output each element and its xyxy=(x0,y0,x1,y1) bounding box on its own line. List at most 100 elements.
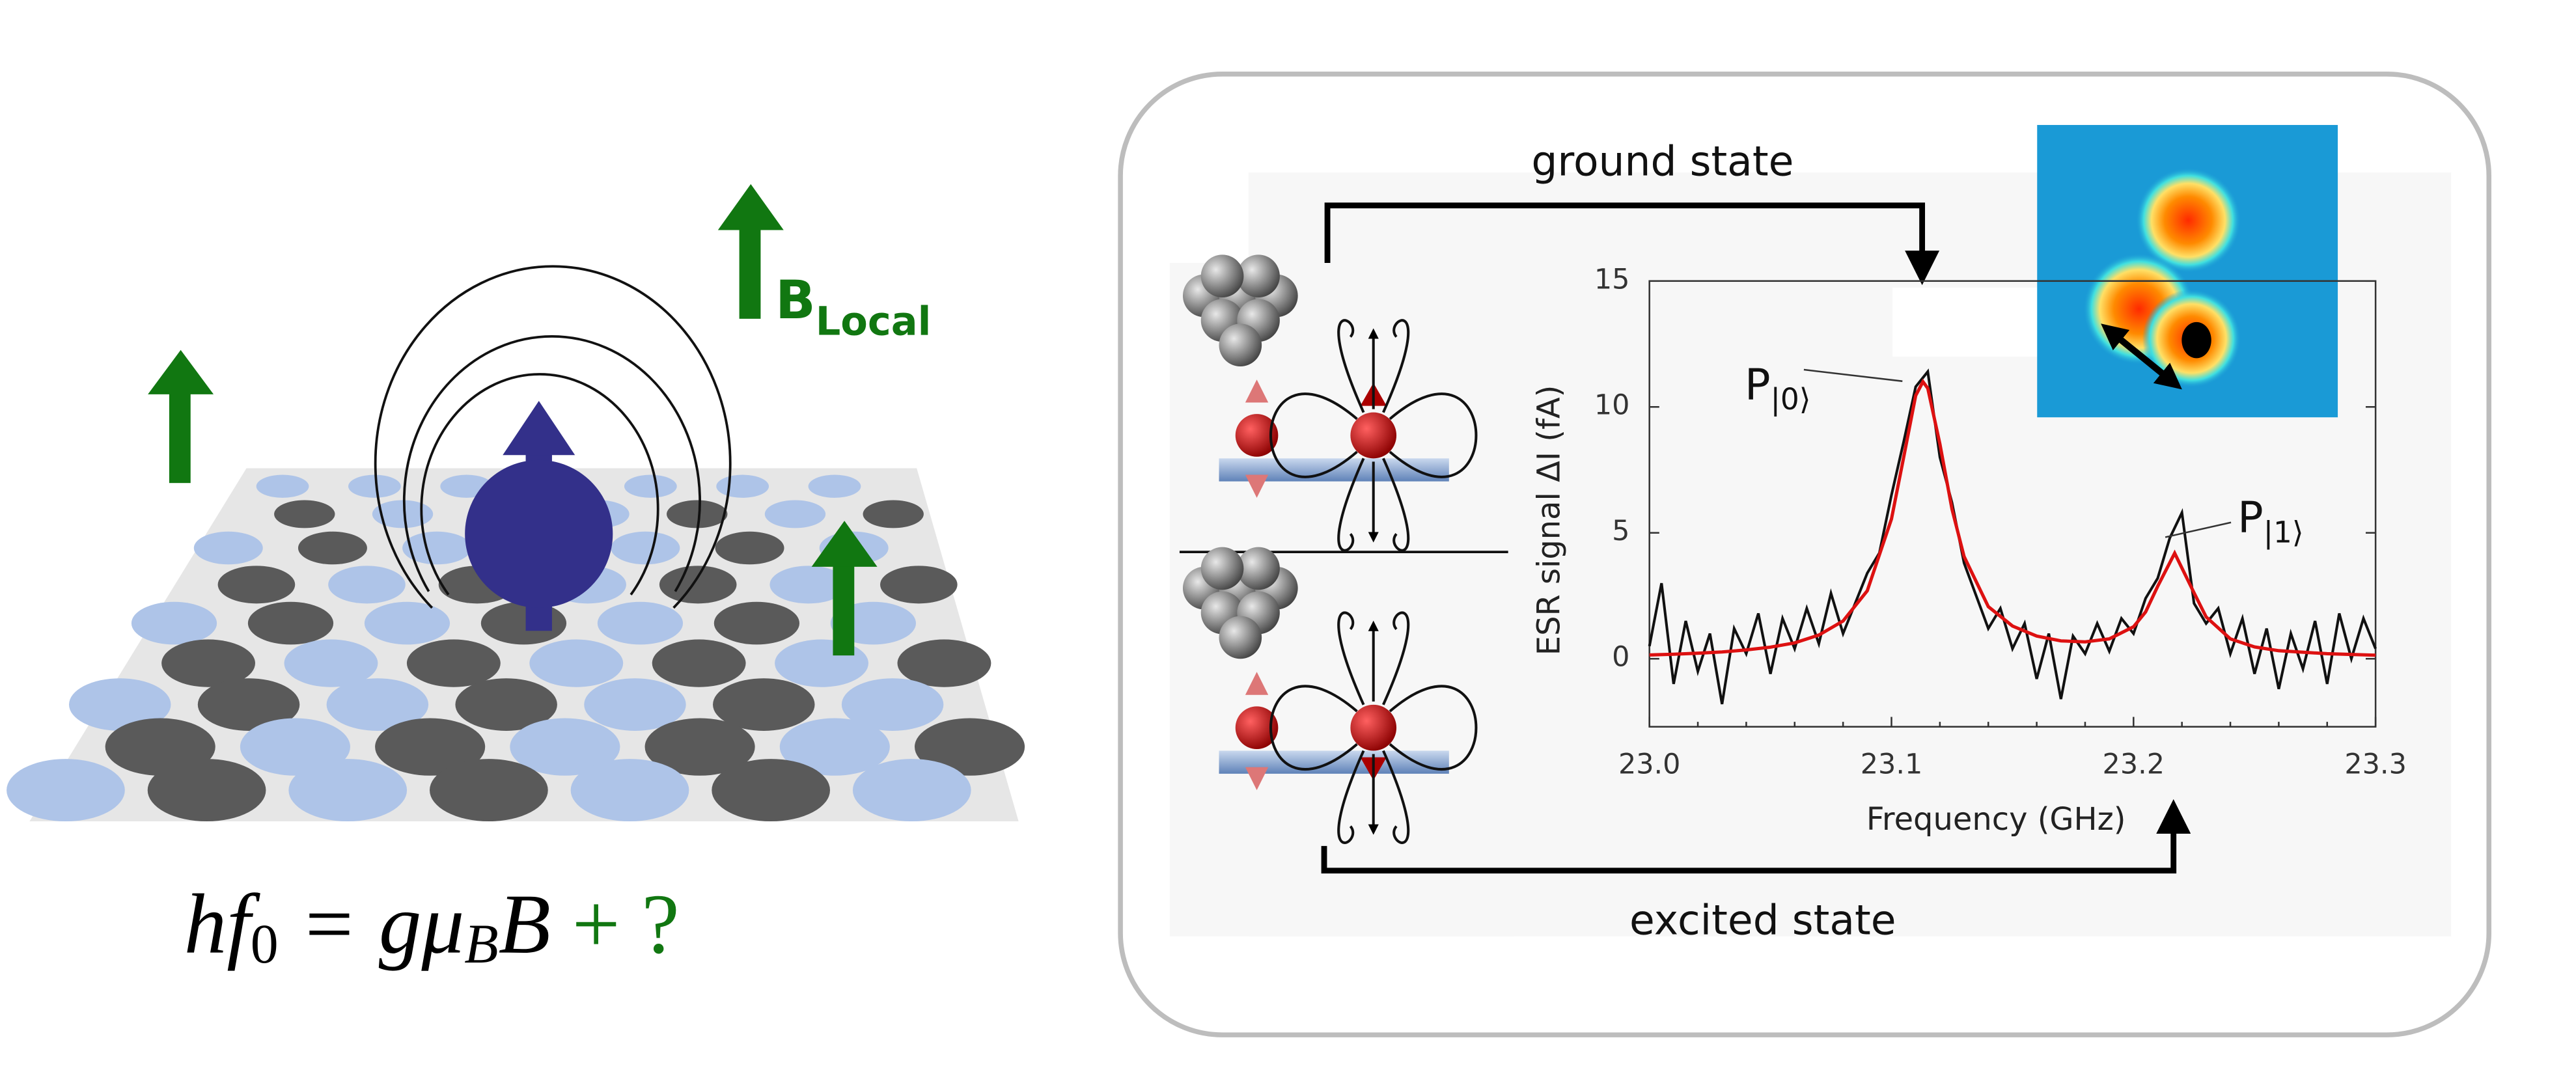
leader-line xyxy=(1803,368,1903,382)
adatom xyxy=(863,500,924,528)
adatom xyxy=(480,601,567,645)
adatom xyxy=(652,639,746,687)
peak-label: P|1⟩ xyxy=(2237,493,2303,550)
stm-inset xyxy=(2037,125,2338,418)
x-tick-label: 23.2 xyxy=(2103,748,2165,781)
plot-frame xyxy=(1648,280,2377,728)
adatom xyxy=(430,759,548,822)
ground-bracket xyxy=(1324,202,1940,286)
y-axis-label: ESR signal ΔI (fA) xyxy=(1531,385,1567,656)
substrate-atom xyxy=(775,639,868,687)
substrate-atom xyxy=(240,718,350,776)
field-line xyxy=(1337,319,1365,413)
adatom xyxy=(375,718,486,776)
eq-part: = gμ xyxy=(279,877,465,972)
spin-arrow xyxy=(1245,767,1269,791)
field-line xyxy=(1389,392,1478,478)
substrate-atom xyxy=(326,678,429,731)
field-line xyxy=(1269,685,1358,771)
field-line xyxy=(1382,611,1410,705)
red-atom xyxy=(1235,706,1279,749)
adatom xyxy=(715,531,784,565)
left-panel: BLocal hf0 = gμBB + ? xyxy=(7,184,1025,975)
substrate-atom xyxy=(402,531,472,565)
spin-arrow xyxy=(1245,672,1269,695)
y-tick-label: 0 xyxy=(1612,641,1629,674)
substrate-atom xyxy=(372,500,434,528)
adatom xyxy=(712,759,830,822)
adatom xyxy=(247,601,334,645)
substrate-atom xyxy=(584,678,686,731)
y-tick-label: 15 xyxy=(1594,263,1630,295)
excited-bracket xyxy=(1321,799,2191,874)
substrate-atom xyxy=(597,601,684,645)
spin-arrow xyxy=(1245,379,1269,403)
y-tick-label: 10 xyxy=(1594,389,1630,422)
spin-atom xyxy=(465,459,613,608)
substrate-atom xyxy=(841,678,944,731)
field-line xyxy=(1382,750,1410,844)
substrate-atom xyxy=(611,531,680,565)
adatom xyxy=(217,566,296,604)
substrate-atom xyxy=(131,601,217,645)
field-line xyxy=(1337,458,1365,552)
field-line xyxy=(1382,319,1410,413)
adatom xyxy=(713,601,800,645)
field-lines xyxy=(374,265,732,609)
series-line xyxy=(1649,378,2376,657)
tip-atom xyxy=(1237,254,1280,298)
spin-arrow-head xyxy=(503,400,575,456)
red-atom xyxy=(1350,412,1397,459)
tip-atom xyxy=(1219,616,1262,659)
x-tick-label: 23.3 xyxy=(2344,748,2406,781)
peak-label-main: P xyxy=(1745,361,1771,410)
esr-chart: 0 5 10 15 23.0 23.1 23.2 23.3 Frequency (GHz) ESR… xyxy=(1531,137,2407,944)
field-line xyxy=(1382,458,1410,552)
substrate-atom xyxy=(364,601,450,645)
substrate-atom xyxy=(7,759,125,822)
leader-line xyxy=(2165,521,2232,538)
lattice xyxy=(7,474,1025,822)
tip-atom xyxy=(1200,547,1244,590)
field-label-main: B xyxy=(775,270,816,331)
substrate-atom xyxy=(256,474,309,498)
red-atom xyxy=(1235,414,1279,457)
substrate-atom xyxy=(284,639,378,687)
x-axis-label: Frequency (GHz) xyxy=(1866,802,2126,838)
schematic xyxy=(1182,254,1478,844)
adatom xyxy=(455,678,557,731)
substrate-atom xyxy=(769,566,848,604)
substrate-atom xyxy=(624,474,677,498)
substrate-atom xyxy=(348,474,401,498)
x-tick-label: 23.0 xyxy=(1618,748,1681,781)
eq-part: hf xyxy=(184,877,261,972)
field-arrows xyxy=(148,184,878,656)
substrate-atom xyxy=(529,639,624,687)
adatom xyxy=(298,531,367,565)
field-line xyxy=(1389,685,1478,771)
adatom xyxy=(897,639,991,687)
adatom xyxy=(713,678,815,731)
adatom xyxy=(197,678,300,731)
substrate-atom xyxy=(570,759,689,822)
field-line xyxy=(1337,611,1365,705)
annotation: ground state xyxy=(1531,137,1794,185)
annotation: excited state xyxy=(1629,896,1896,944)
field-line xyxy=(1337,750,1365,844)
tip-atom xyxy=(1219,323,1262,366)
tip-atom xyxy=(1200,254,1244,298)
x-tick-label: 23.1 xyxy=(1861,748,1922,781)
substrate-atom xyxy=(808,474,861,498)
red-atom xyxy=(1350,704,1397,751)
peak-label-sub: |0⟩ xyxy=(1771,381,1811,417)
adatom xyxy=(915,718,1025,776)
adatom xyxy=(161,639,255,687)
y-tick-label: 5 xyxy=(1612,515,1629,547)
adatom xyxy=(406,639,501,687)
substrate-atom xyxy=(288,759,408,822)
adatom xyxy=(880,566,958,604)
adatom xyxy=(667,500,728,528)
substrate-atom xyxy=(68,678,171,731)
equation: hf0 = gμBB + ? xyxy=(184,877,680,975)
peak-label-sub: |1⟩ xyxy=(2264,515,2304,550)
